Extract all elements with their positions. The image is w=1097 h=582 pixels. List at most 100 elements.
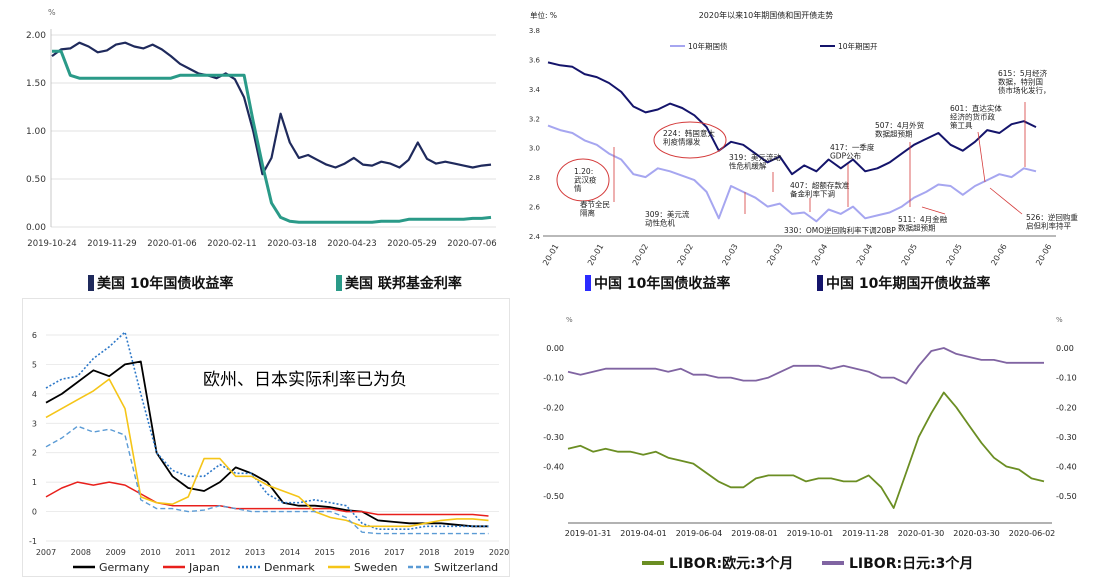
y-tick-label: 1 bbox=[32, 478, 37, 487]
legend-swatch bbox=[336, 275, 342, 291]
y-tick-label: 3.6 bbox=[529, 56, 541, 64]
x-tick-label: 2019-04-01 bbox=[620, 529, 667, 538]
y-tick-label: 3 bbox=[32, 419, 37, 428]
y-tick-label: 5 bbox=[32, 360, 37, 369]
x-tick-label: 20-02 bbox=[676, 242, 695, 266]
x-tick-label: 2016 bbox=[349, 548, 369, 557]
y-tick-label-left: -0.50 bbox=[543, 492, 564, 501]
x-tick-label: 2020-03-30 bbox=[953, 529, 1000, 538]
x-tick-label: 2020-05-29 bbox=[387, 239, 436, 249]
y-tick-label-right: -0.30 bbox=[1056, 433, 1077, 442]
x-tick-label: 2013 bbox=[245, 548, 265, 557]
series-line-jpy-libor bbox=[567, 347, 1044, 385]
annotation-text: 526：逆回购重启但利率持平 bbox=[1026, 212, 1078, 231]
series-line-sweden bbox=[45, 378, 489, 528]
annotation-text: 309：美元流动性危机 bbox=[645, 209, 690, 228]
y-tick-label: 6 bbox=[32, 331, 37, 340]
y-unit-label: 单位: % bbox=[530, 10, 557, 20]
y-tick-label-right: -0.50 bbox=[1056, 492, 1077, 501]
annotation-arrow bbox=[921, 206, 946, 215]
x-tick-label: 2014 bbox=[280, 548, 300, 557]
y-tick-label: 3.2 bbox=[529, 115, 540, 123]
china-rates-chart: 单位: % 2020年以来10年期国债和国开债走势 2.4 2.6 2.8 3.0 3.2 3… bbox=[529, 10, 1078, 267]
y-tick-label-left: -0.30 bbox=[543, 433, 564, 442]
x-tick-label: 2019-10-24 bbox=[27, 239, 76, 249]
annotation-text: 欧州、日本实际利率已为负 bbox=[203, 370, 407, 390]
legend-label: 美国 联邦基金利率 bbox=[345, 276, 462, 292]
x-tick-label: 20-06 bbox=[1034, 242, 1053, 266]
cn-legend-2: 中国 10年期国开债收益率 bbox=[817, 273, 990, 293]
x-tick-label: 2019-01-31 bbox=[565, 529, 612, 538]
series-line-cgb-10y bbox=[547, 124, 1037, 223]
y-tick-label-right: -0.20 bbox=[1056, 403, 1077, 412]
x-tick-label: 20-01 bbox=[541, 242, 560, 266]
y-tick-label-left: -0.10 bbox=[543, 374, 564, 383]
series-line-cdb-10y bbox=[547, 61, 1037, 176]
x-tick-label: 2020-07-06 bbox=[447, 239, 496, 249]
x-tick-label: 2020-01-30 bbox=[898, 529, 945, 538]
y-tick-label: 0.00 bbox=[26, 223, 46, 233]
cn-legend-1: 中国 10年国债收益率 bbox=[585, 273, 730, 293]
legend-label: 中国 10年期国开债收益率 bbox=[826, 276, 991, 292]
y-tick-label: 0.50 bbox=[26, 175, 46, 185]
us-rates-chart: % 0.00 0.50 1.00 1.50 2.00 2019-10-24 2019-11-2… bbox=[26, 8, 497, 249]
y-tick-label: 3.0 bbox=[529, 145, 540, 153]
legend-label: Germany bbox=[99, 561, 150, 574]
x-tick-label: 2020-04-23 bbox=[327, 239, 376, 249]
x-tick-label: 2011 bbox=[175, 548, 195, 557]
y-unit-label: % bbox=[48, 8, 56, 17]
series-line-japan bbox=[45, 481, 489, 517]
x-tick-label: 2009 bbox=[106, 548, 126, 557]
china-rates-panel: 单位: % 2020年以来10年期国债和国开债走势 2.4 2.6 2.8 3.0 3.2 3… bbox=[520, 2, 1090, 267]
series-line-eur-libor bbox=[567, 391, 1045, 509]
x-tick-label: 20-04 bbox=[855, 242, 874, 266]
x-tick-label: 2019-10-01 bbox=[787, 529, 834, 538]
legend-label-cgb: 10年期国债 bbox=[688, 41, 728, 51]
x-tick-label: 20-05 bbox=[944, 242, 963, 266]
chart-title: 2020年以来10年期国债和国开债走势 bbox=[699, 10, 834, 20]
series-line-fed-funds bbox=[52, 49, 492, 224]
y-tick-label-right: -0.40 bbox=[1056, 463, 1077, 472]
series-line-us-10y bbox=[51, 41, 492, 176]
x-tick-label: 2019 bbox=[454, 548, 474, 557]
legend-label-cdb: 10年期国开 bbox=[838, 41, 878, 51]
annotation-circle bbox=[653, 121, 727, 159]
x-tick-label: 2020-02-11 bbox=[207, 239, 256, 249]
libor-panel: %% -0.50 -0.50 -0.40 -0.40 -0.30 -0.30 -0.20 -0.… bbox=[520, 308, 1090, 578]
y-tick-label: 2.8 bbox=[529, 174, 540, 182]
annotation-text: 417：一季度 GDP公布 bbox=[830, 142, 875, 161]
x-tick-label: 20-02 bbox=[631, 242, 650, 266]
real-rates-chart: -1 0 1 2 3 4 5 6 2007 2008 2009 2010 2011 2012 2013 201… bbox=[29, 331, 509, 574]
annotation-text: 615：5月经济数据，特别国债市场化发行， bbox=[998, 68, 1051, 95]
legend-swatch bbox=[88, 275, 94, 291]
x-tick-label: 2019-11-29 bbox=[87, 239, 136, 249]
x-tick-label: 2020-03-18 bbox=[267, 239, 316, 249]
y-tick-label: 2.6 bbox=[529, 204, 541, 212]
annotation-text: 1.20:武汉疫情 bbox=[574, 167, 597, 193]
legend-swatch bbox=[817, 275, 823, 291]
x-tick-label: 2019-06-04 bbox=[676, 529, 723, 538]
y-tick-label: 2 bbox=[32, 449, 37, 458]
legend-label: LIBOR:欧元:3个月 bbox=[669, 555, 793, 572]
annotation-arrow bbox=[989, 187, 1023, 215]
legend-label: Japan bbox=[188, 561, 220, 574]
real-rates-panel: -1 0 1 2 3 4 5 6 2007 2008 2009 2010 2011 2012 2013 201… bbox=[22, 298, 510, 577]
annotation-text: 601：直达实体经济的货币政策工具 bbox=[950, 103, 1002, 130]
x-tick-label: 2019-08-01 bbox=[731, 529, 778, 538]
x-tick-label: 2017 bbox=[384, 548, 404, 557]
y-tick-label: 2.4 bbox=[529, 233, 541, 241]
y-tick-label-left: 0.00 bbox=[546, 344, 564, 353]
y-tick-label: 2.00 bbox=[26, 31, 46, 41]
legend-label: Switzerland bbox=[434, 561, 498, 574]
y-tick-label: 3.4 bbox=[529, 86, 541, 94]
us-legend-2: 美国 联邦基金利率 bbox=[336, 273, 462, 293]
series-line-switzerland bbox=[45, 425, 489, 535]
legend-label: LIBOR:日元:3个月 bbox=[849, 555, 973, 572]
x-tick-label: 20-04 bbox=[810, 242, 829, 266]
legend-swatch bbox=[585, 275, 591, 291]
x-tick-label: 20-03 bbox=[720, 242, 739, 266]
series-line-germany bbox=[45, 360, 489, 528]
x-tick-label: 2015 bbox=[315, 548, 335, 557]
legend-label: 美国 10年国债收益率 bbox=[97, 276, 234, 292]
us-rates-panel: % 0.00 0.50 1.00 1.50 2.00 2019-10-24 2019-11-2… bbox=[8, 2, 505, 264]
